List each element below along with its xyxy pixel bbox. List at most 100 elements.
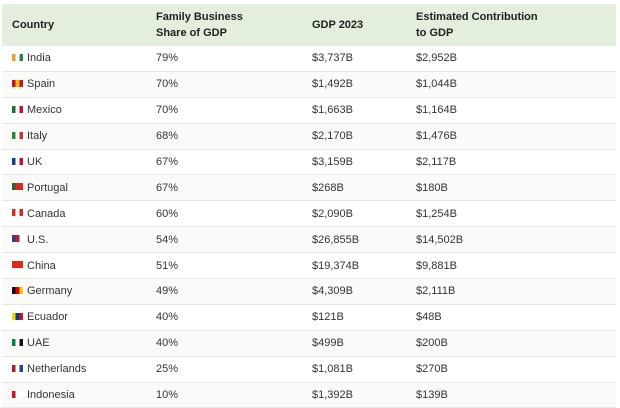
cell-share: 40% xyxy=(146,304,302,331)
cell-contribution: $1,254B xyxy=(406,200,616,228)
cell-share: 67% xyxy=(146,149,302,176)
country-name: Indonesia xyxy=(27,389,75,402)
cell-share: 49% xyxy=(146,278,302,305)
cell-contribution: $1,044B xyxy=(406,71,616,98)
cell-country: Canada xyxy=(2,200,146,228)
cell-share: 79% xyxy=(146,46,302,72)
table-row: Italy 68% $2,170B $1,476B xyxy=(2,123,616,150)
family-business-table: Country Family Business Share of GDP GDP… xyxy=(2,4,616,408)
cell-country: Germany xyxy=(2,278,146,305)
country-name: Canada xyxy=(27,207,66,220)
cell-gdp: $1,392B xyxy=(302,382,406,408)
country-name: Netherlands xyxy=(27,363,87,376)
cell-contribution: $1,476B xyxy=(406,123,616,150)
table-row: Netherlands 25% $1,081B $270B xyxy=(2,356,616,383)
table-row: Canada 60% $2,090B $1,254B xyxy=(2,200,616,228)
cell-gdp: $19,374B xyxy=(302,252,406,280)
cell-gdp: $2,170B xyxy=(302,123,406,150)
country-name: Italy xyxy=(27,130,48,143)
cell-contribution: $139B xyxy=(406,382,616,408)
table-row: China 51% $19,374B $9,881B xyxy=(2,252,616,280)
cell-country: Mexico xyxy=(2,97,146,124)
cell-gdp: $4,309B xyxy=(302,278,406,305)
country-name: Portugal xyxy=(27,181,68,194)
cell-country: U.S. xyxy=(2,226,146,254)
cell-gdp: $268B xyxy=(302,174,406,202)
cell-gdp: $499B xyxy=(302,330,406,357)
cell-gdp: $1,081B xyxy=(302,356,406,383)
table-row: UAE 40% $499B $200B xyxy=(2,330,616,357)
cell-gdp: $1,663B xyxy=(302,97,406,124)
cell-contribution: $180B xyxy=(406,174,616,202)
country-name: Spain xyxy=(27,78,56,91)
table-row: UK 67% $3,159B $2,117B xyxy=(2,149,616,176)
cell-share: 25% xyxy=(146,356,302,383)
flag-icon xyxy=(12,131,23,139)
country-name: India xyxy=(27,52,51,65)
header-gdp: GDP 2023 xyxy=(312,19,364,31)
cell-share: 70% xyxy=(146,71,302,98)
cell-gdp: $1,492B xyxy=(302,71,406,98)
table-row: Spain 70% $1,492B $1,044B xyxy=(2,71,616,98)
country-name: China xyxy=(27,259,56,272)
country-name: Ecuador xyxy=(27,311,68,324)
cell-country: Indonesia xyxy=(2,382,146,408)
cell-share: 51% xyxy=(146,252,302,280)
cell-country: Italy xyxy=(2,123,146,150)
cell-contribution: $270B xyxy=(406,356,616,383)
cell-country: UK xyxy=(2,149,146,176)
cell-contribution: $1,164B xyxy=(406,97,616,124)
flag-icon xyxy=(12,105,23,113)
cell-gdp: $3,737B xyxy=(302,46,406,72)
cell-gdp: $26,855B xyxy=(302,226,406,254)
cell-share: 10% xyxy=(146,382,302,408)
header-country: Country xyxy=(12,19,55,31)
flag-icon xyxy=(12,287,23,295)
cell-contribution: $48B xyxy=(406,304,616,331)
cell-contribution: $14,502B xyxy=(406,226,616,254)
table-row: Portugal 67% $268B $180B xyxy=(2,174,616,202)
cell-share: 60% xyxy=(146,200,302,228)
cell-country: India xyxy=(2,46,146,72)
cell-contribution: $2,117B xyxy=(406,149,616,176)
flag-icon xyxy=(12,79,23,87)
cell-gdp: $3,159B xyxy=(302,149,406,176)
flag-icon xyxy=(12,338,23,346)
flag-icon xyxy=(12,312,23,320)
flag-icon xyxy=(12,209,23,217)
cell-share: 70% xyxy=(146,97,302,124)
cell-share: 40% xyxy=(146,330,302,357)
flag-icon xyxy=(12,235,23,243)
cell-share: 54% xyxy=(146,226,302,254)
flag-icon xyxy=(12,261,23,269)
header-share: Family Business Share of GDP xyxy=(156,11,243,39)
cell-country: Spain xyxy=(2,71,146,98)
cell-gdp: $121B xyxy=(302,304,406,331)
table-body: India 79% $3,737B $2,952B Spain 70% $1,492B $1,… xyxy=(2,46,616,408)
table-row: India 79% $3,737B $2,952B xyxy=(2,46,616,72)
flag-icon xyxy=(12,183,23,191)
table-row: Indonesia 10% $1,392B $139B xyxy=(2,382,616,408)
cell-contribution: $2,952B xyxy=(406,46,616,72)
cell-country: Netherlands xyxy=(2,356,146,383)
flag-icon xyxy=(12,54,23,62)
flag-icon xyxy=(12,157,23,165)
cell-country: UAE xyxy=(2,330,146,357)
table-header-row: Country Family Business Share of GDP GDP… xyxy=(2,4,616,46)
country-name: UAE xyxy=(27,337,50,350)
table-row: U.S. 54% $26,855B $14,502B xyxy=(2,226,616,254)
cell-share: 67% xyxy=(146,174,302,202)
table-row: Ecuador 40% $121B $48B xyxy=(2,304,616,331)
cell-country: Portugal xyxy=(2,174,146,202)
flag-icon xyxy=(12,390,23,398)
cell-contribution: $9,881B xyxy=(406,252,616,280)
table-row: Germany 49% $4,309B $2,111B xyxy=(2,278,616,305)
cell-contribution: $2,111B xyxy=(406,278,616,305)
table-row: Mexico 70% $1,663B $1,164B xyxy=(2,97,616,124)
country-name: U.S. xyxy=(27,233,49,246)
cell-contribution: $200B xyxy=(406,330,616,357)
country-name: Germany xyxy=(27,285,73,298)
country-name: UK xyxy=(27,156,43,168)
header-contribution: Estimated Contribution to GDP xyxy=(416,11,538,39)
data-table-container: Country Family Business Share of GDP GDP… xyxy=(2,4,616,408)
